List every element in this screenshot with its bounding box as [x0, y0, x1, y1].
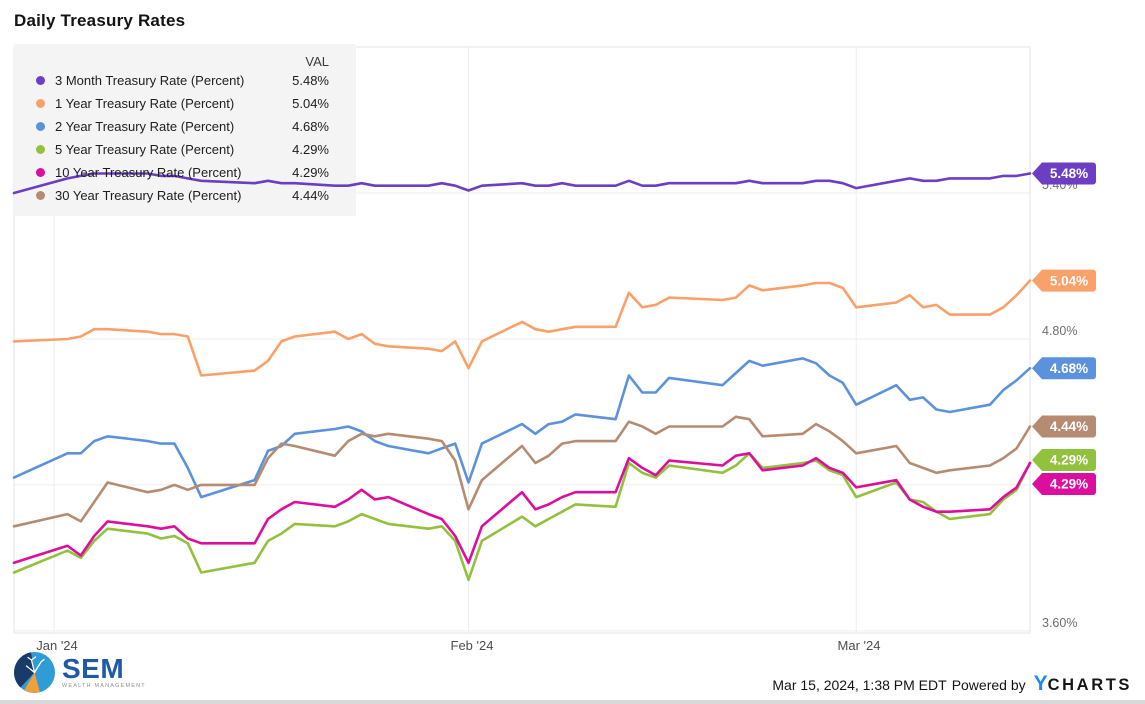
value-badge-10-year [1032, 473, 1096, 495]
series-line-3-month [12, 172, 1032, 195]
powered-by-label: Powered by [951, 677, 1026, 693]
legend-dot-icon [36, 145, 45, 154]
legend-value: 4.29% [292, 142, 329, 157]
value-badge-5-year [1032, 449, 1096, 471]
legend-dot-icon [36, 191, 45, 200]
legend-row-1-year: 1 Year Treasury Rate (Percent) 5.04% [14, 92, 356, 115]
legend-label: 3 Month Treasury Rate (Percent) [55, 73, 245, 88]
ycharts-logo: Y CHARTS [1033, 672, 1132, 695]
legend-rows: 3 Month Treasury Rate (Percent) 5.48% 1 Ye… [14, 69, 356, 207]
x-tick-label: Jan '24 [36, 638, 78, 653]
legend-value: 4.68% [292, 119, 329, 134]
value-badge-label-3-month: 5.48% [1050, 166, 1088, 181]
value-badge-1-year [1032, 269, 1096, 292]
legend-dot-icon [36, 99, 45, 108]
legend-label: 10 Year Treasury Rate (Percent) [55, 165, 242, 180]
value-badge-3-month [1032, 162, 1096, 185]
value-badge-label-1-year: 5.04% [1050, 273, 1088, 288]
bottom-divider [0, 700, 1145, 704]
value-badge-label-10-year: 4.29% [1050, 477, 1088, 492]
value-badge-label-5-year: 4.29% [1050, 453, 1088, 468]
legend-value: 5.04% [292, 96, 329, 111]
sem-name: SEM [62, 653, 125, 684]
series-line-1-year [12, 279, 1032, 377]
legend-header: VAL [14, 44, 356, 69]
legend-value: 4.29% [292, 165, 329, 180]
legend-dot-icon [36, 168, 45, 177]
sem-subtitle: WEALTH MANAGEMENT [62, 683, 146, 689]
x-tick-label: Mar '24 [837, 638, 881, 653]
ycharts-logo-charts: CHARTS [1047, 676, 1132, 694]
legend-value: 5.48% [292, 73, 329, 88]
legend-label: 2 Year Treasury Rate (Percent) [55, 119, 235, 134]
sem-logo: SEM WEALTH MANAGEMENT [13, 651, 146, 694]
series-line-2-year [12, 357, 1032, 499]
legend-label: 1 Year Treasury Rate (Percent) [55, 96, 235, 111]
series-line-30-year [12, 415, 1032, 528]
legend-value: 4.44% [292, 188, 329, 203]
legend: VAL 3 Month Treasury Rate (Percent) 5.48%… [14, 44, 356, 216]
legend-val-header: VAL [305, 54, 329, 69]
footer-attribution: Mar 15, 2024, 1:38 PM EDT Powered by Y C… [772, 672, 1132, 695]
legend-row-30-year: 30 Year Treasury Rate (Percent) 4.44% [14, 184, 356, 207]
legend-dot-icon [36, 122, 45, 131]
legend-row-5-year: 5 Year Treasury Rate (Percent) 4.29% [14, 138, 356, 161]
legend-background [14, 44, 356, 216]
chart-timestamp: Mar 15, 2024, 1:38 PM EDT [772, 677, 947, 693]
page-title: Daily Treasury Rates [14, 11, 186, 30]
legend-label: 5 Year Treasury Rate (Percent) [55, 142, 235, 157]
value-badge-label-2-year: 4.68% [1050, 361, 1088, 376]
sem-logo-text: SEM WEALTH MANAGEMENT [62, 653, 146, 690]
legend-row-2-year: 2 Year Treasury Rate (Percent) 4.68% [14, 115, 356, 138]
x-tick-label: Feb '24 [450, 638, 494, 653]
value-badge-30-year [1032, 415, 1096, 438]
sem-logo-icon [14, 652, 55, 693]
value-badge-2-year [1032, 357, 1096, 380]
y-tick-label: 3.60% [1042, 616, 1077, 630]
legend-dot-icon [36, 76, 45, 85]
series-line-5-year [12, 451, 1032, 582]
ycharts-logo-y: Y [1033, 672, 1048, 695]
series-line-10-year [12, 451, 1032, 565]
y-tick-label: 4.80% [1042, 324, 1077, 338]
legend-row-3-month: 3 Month Treasury Rate (Percent) 5.48% [14, 69, 356, 92]
legend-row-10-year: 10 Year Treasury Rate (Percent) 4.29% [14, 161, 356, 184]
value-badge-label-30-year: 4.44% [1050, 419, 1088, 434]
plot-border [13, 46, 1031, 634]
legend-label: 30 Year Treasury Rate (Percent) [55, 188, 242, 203]
